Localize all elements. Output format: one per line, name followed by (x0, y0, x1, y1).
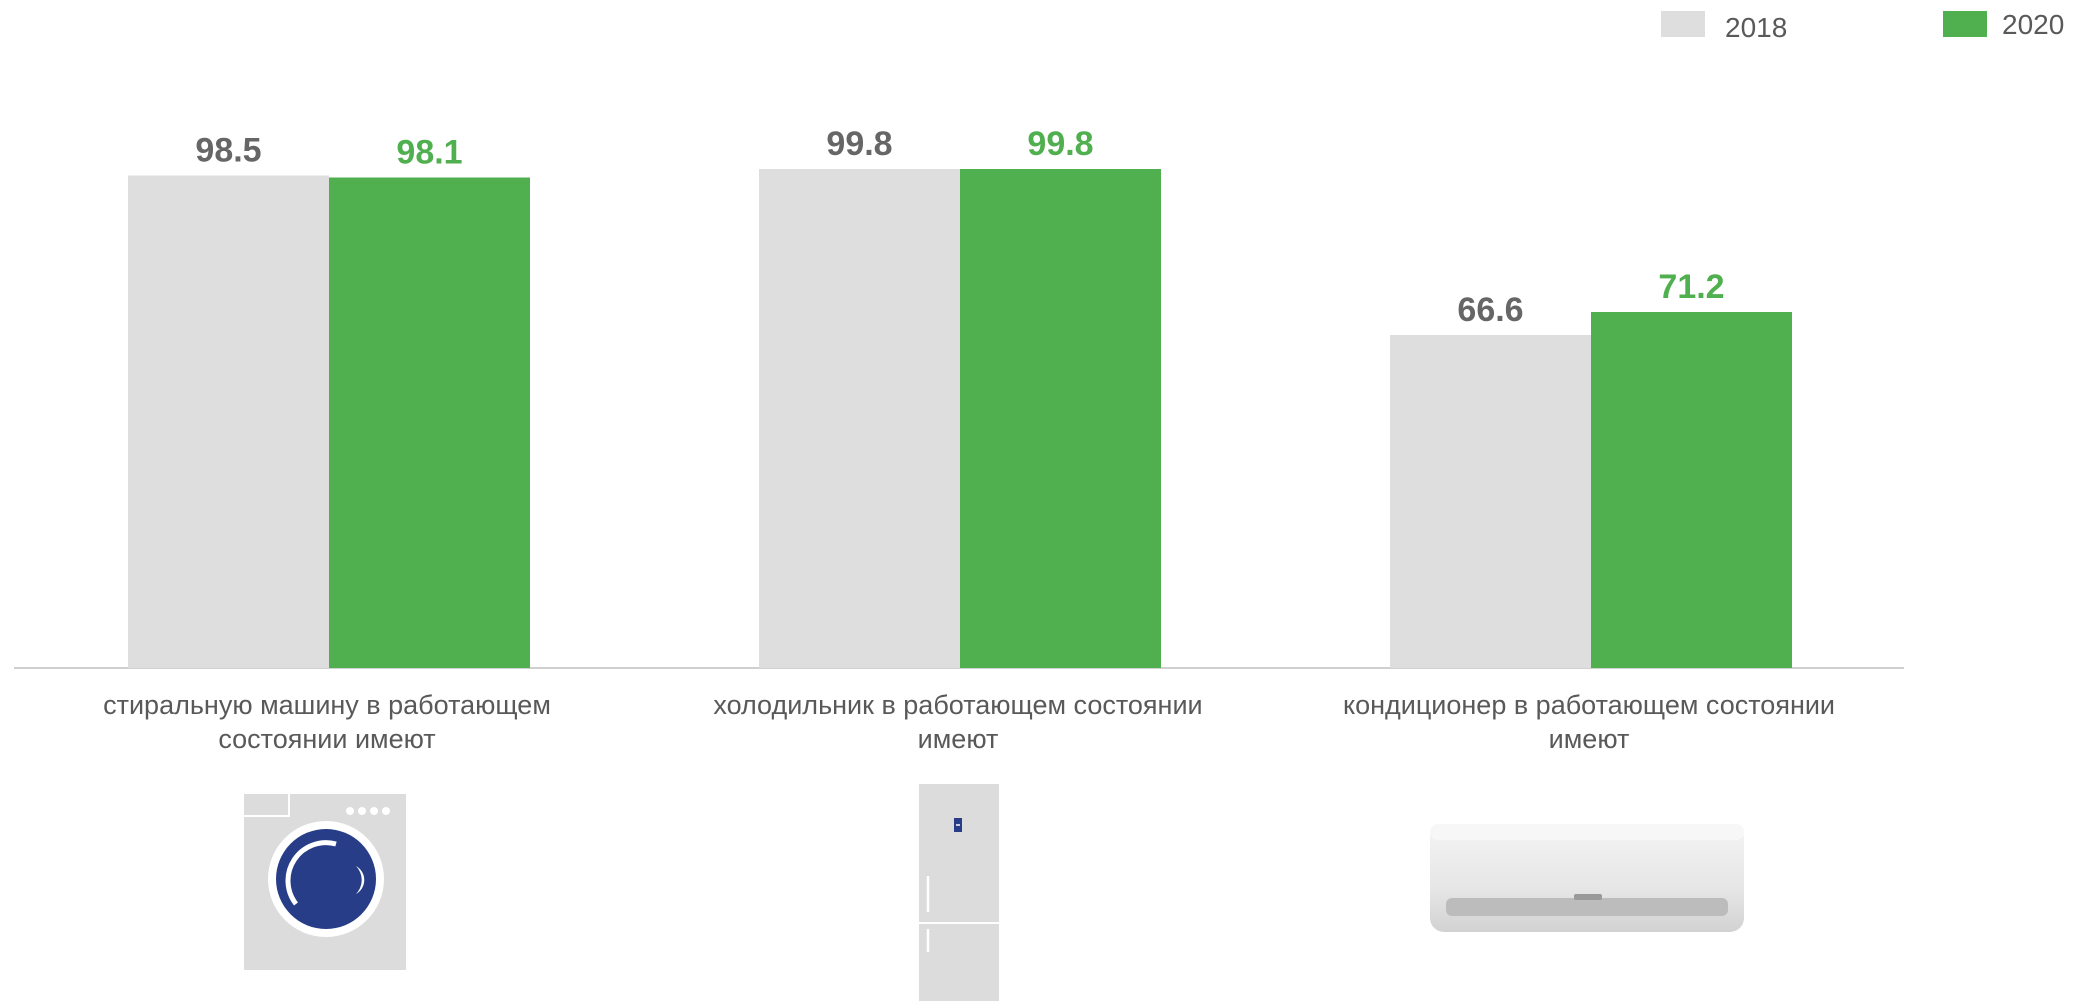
bar-2020-1 (960, 169, 1161, 668)
category-label-line: состоянии имеют (218, 724, 436, 754)
legend-swatch-2018 (1661, 11, 1705, 37)
bar-2018-1 (759, 169, 960, 668)
category-label-washing-machine: стиральную машину в работающем состоянии… (27, 688, 627, 756)
category-label-line: стиральную машину в работающем (103, 690, 551, 720)
category-label-refrigerator: холодильник в работающем состоянии имеют (658, 688, 1258, 756)
value-label-2018-1: 99.8 (826, 125, 892, 163)
value-label-2018-0: 98.5 (195, 132, 261, 170)
category-label-line: холодильник в работающем состоянии (713, 690, 1203, 720)
bar-chart: 98.5 98.1 99.8 99.8 66.6 71.2 (14, 125, 1904, 669)
bar-2020-2 (1591, 312, 1792, 668)
legend-swatch-2020 (1943, 11, 1987, 37)
value-label-2020-1: 99.8 (1027, 125, 1093, 163)
bar-2018-0 (128, 175, 329, 668)
value-label-2020-2: 71.2 (1658, 268, 1724, 306)
air-conditioner-icon (1430, 824, 1744, 932)
washing-machine-icon (244, 794, 406, 970)
legend-label-2018: 2018 (1725, 12, 1788, 43)
category-label-line: кондиционер в работающем состоянии (1342, 690, 1836, 720)
bar-2020-0 (329, 177, 530, 668)
value-label-2018-2: 66.6 (1457, 291, 1523, 329)
category-label-line: имеют (1548, 724, 1630, 754)
category-label-line: имеют (917, 724, 999, 754)
bars-group (128, 169, 1792, 668)
value-labels-group: 98.5 98.1 99.8 99.8 66.6 71.2 (195, 125, 1724, 329)
category-label-air-conditioner: кондиционер в работающем состоянии имеют (1289, 688, 1889, 756)
bar-2018-2 (1390, 335, 1591, 668)
refrigerator-icon (919, 784, 999, 1001)
legend-label-2020: 2020 (2002, 9, 2065, 40)
value-label-2020-0: 98.1 (396, 134, 462, 172)
